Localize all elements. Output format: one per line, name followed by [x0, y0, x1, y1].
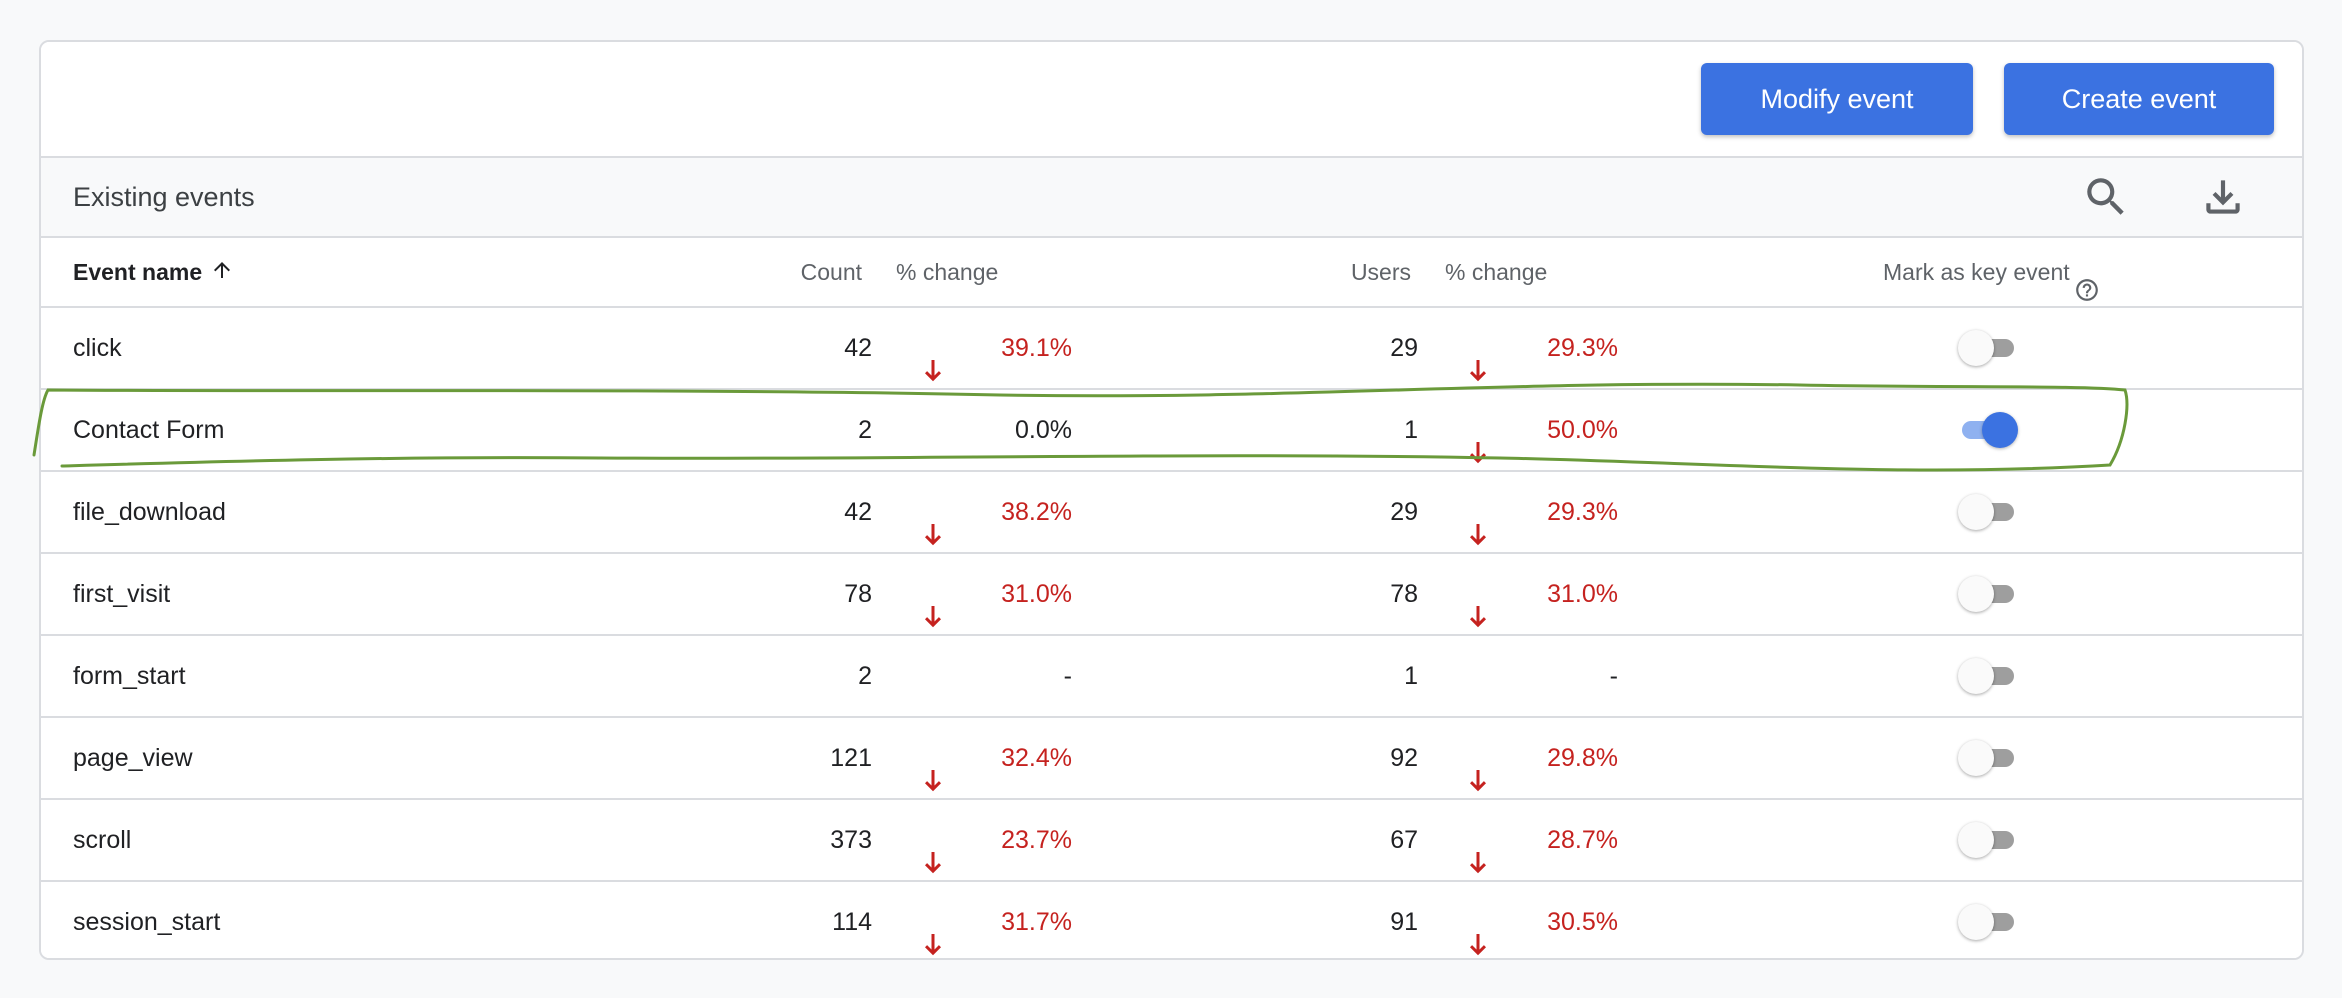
toggle-knob: [1982, 412, 2018, 448]
table-row[interactable]: click 42 39.1% 29 29.3%: [41, 308, 2302, 390]
key-event-toggle[interactable]: [1958, 821, 2014, 859]
table-row[interactable]: form_start 2 - 1 -: [41, 636, 2302, 718]
users-change-cell: 50.0%: [1547, 416, 1618, 444]
existing-events-header: Existing events: [41, 158, 2302, 238]
decrease-arrow-icon: [921, 828, 945, 874]
table-row[interactable]: session_start 114 31.7% 91 30.5%: [41, 882, 2302, 958]
event-name-cell[interactable]: form_start: [73, 662, 186, 690]
events-card: Modify event Create event Existing event…: [39, 40, 2304, 960]
users-cell: 1: [1404, 416, 1418, 444]
count-cell: 2: [858, 662, 872, 690]
modify-event-button[interactable]: Modify event: [1701, 63, 1973, 135]
event-name-cell[interactable]: first_visit: [73, 580, 171, 608]
count-cell: 2: [858, 416, 872, 444]
users-cell: 92: [1390, 744, 1418, 772]
decrease-arrow-icon: [921, 582, 945, 628]
decrease-arrow-icon: [921, 910, 945, 956]
users-cell: 67: [1390, 826, 1418, 854]
table-row[interactable]: first_visit 78 31.0% 78 31.0%: [41, 554, 2302, 636]
table-row[interactable]: file_download 42 38.2% 29 29.3%: [41, 472, 2302, 554]
sort-ascending-icon: [210, 240, 234, 308]
toggle-knob: [1958, 904, 1994, 940]
users-column-header[interactable]: Users: [1350, 259, 1411, 285]
count-change-column-header[interactable]: % change: [896, 259, 999, 285]
decrease-arrow-icon: [1466, 582, 1490, 628]
section-title: Existing events: [73, 182, 255, 212]
key-event-column-header: Mark as key event: [1883, 238, 2100, 306]
key-event-toggle[interactable]: [1958, 493, 2014, 531]
event-name-cell[interactable]: Contact Form: [73, 416, 225, 444]
key-event-toggle[interactable]: [1958, 739, 2014, 777]
count-cell: 373: [830, 826, 872, 854]
decrease-arrow-icon: [1466, 910, 1490, 956]
users-cell: 78: [1390, 580, 1418, 608]
event-name-cell[interactable]: file_download: [73, 498, 226, 526]
toggle-knob: [1958, 658, 1994, 694]
users-change-cell: 29.8%: [1547, 744, 1618, 772]
users-cell: 29: [1390, 334, 1418, 362]
count-change-cell: -: [1063, 662, 1072, 690]
table-row[interactable]: scroll 373 23.7% 67 28.7%: [41, 800, 2302, 882]
decrease-arrow-icon: [1466, 418, 1490, 464]
users-cell: 1: [1404, 662, 1418, 690]
count-change-cell: 0.0%: [1015, 416, 1072, 444]
count-cell: 121: [830, 744, 872, 772]
toggle-knob: [1958, 822, 1994, 858]
table-row[interactable]: Contact Form 2 0.0% 1 50.0%: [41, 390, 2302, 472]
count-change-cell: 38.2%: [1001, 498, 1072, 526]
count-column-header[interactable]: Count: [800, 259, 862, 285]
users-change-cell: 30.5%: [1547, 908, 1618, 936]
event-name-cell[interactable]: session_start: [73, 908, 221, 936]
decrease-arrow-icon: [1466, 828, 1490, 874]
key-event-toggle[interactable]: [1958, 657, 2014, 695]
table-row[interactable]: page_view 121 32.4% 92 29.8%: [41, 718, 2302, 800]
users-cell: 29: [1390, 498, 1418, 526]
event-name-cell[interactable]: click: [73, 334, 122, 362]
users-cell: 91: [1390, 908, 1418, 936]
toggle-knob: [1958, 740, 1994, 776]
count-cell: 114: [832, 908, 872, 936]
toggle-knob: [1958, 576, 1994, 612]
decrease-arrow-icon: [1466, 746, 1490, 792]
event-name-column-header[interactable]: Event name: [73, 238, 234, 308]
download-icon[interactable]: [2198, 172, 2248, 222]
users-change-cell: 29.3%: [1547, 498, 1618, 526]
help-icon[interactable]: [2074, 261, 2100, 301]
key-event-toggle[interactable]: [1958, 575, 2014, 613]
table-header: Event name Count % change Users % change…: [41, 238, 2302, 308]
decrease-arrow-icon: [1466, 500, 1490, 546]
count-change-cell: 23.7%: [1001, 826, 1072, 854]
count-cell: 42: [844, 334, 872, 362]
decrease-arrow-icon: [921, 746, 945, 792]
event-name-cell[interactable]: scroll: [73, 826, 132, 854]
toggle-knob: [1958, 494, 1994, 530]
users-change-cell: 28.7%: [1547, 826, 1618, 854]
toggle-knob: [1958, 330, 1994, 366]
key-event-header-label: Mark as key event: [1883, 259, 2070, 285]
event-name-cell[interactable]: page_view: [73, 744, 193, 772]
count-cell: 42: [844, 498, 872, 526]
decrease-arrow-icon: [921, 336, 945, 382]
event-name-header-label: Event name: [73, 259, 203, 285]
count-change-cell: 31.7%: [1001, 908, 1072, 936]
count-change-cell: 32.4%: [1001, 744, 1072, 772]
key-event-toggle[interactable]: [1958, 411, 2018, 449]
key-event-toggle[interactable]: [1958, 329, 2014, 367]
users-change-cell: 31.0%: [1547, 580, 1618, 608]
create-event-button[interactable]: Create event: [2004, 63, 2274, 135]
search-icon[interactable]: [2081, 172, 2131, 222]
decrease-arrow-icon: [1466, 336, 1490, 382]
events-toolbar: Modify event Create event: [41, 42, 2302, 158]
users-change-cell: -: [1609, 662, 1618, 690]
users-change-cell: 29.3%: [1547, 334, 1618, 362]
users-change-column-header[interactable]: % change: [1445, 259, 1548, 285]
decrease-arrow-icon: [921, 500, 945, 546]
count-cell: 78: [844, 580, 872, 608]
key-event-toggle[interactable]: [1958, 903, 2014, 941]
count-change-cell: 39.1%: [1001, 334, 1072, 362]
count-change-cell: 31.0%: [1001, 580, 1072, 608]
